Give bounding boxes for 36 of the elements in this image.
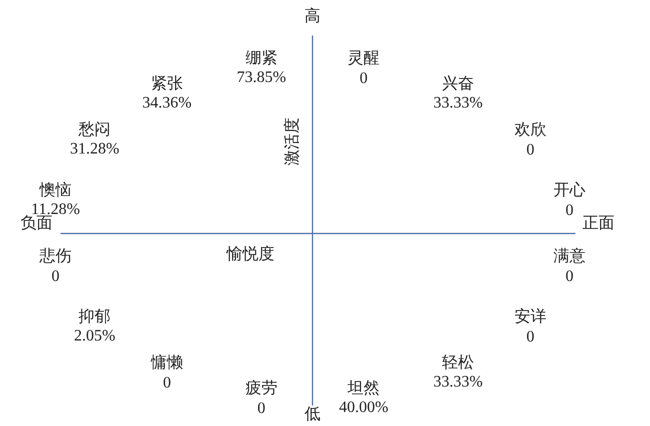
data-label: 33.33% <box>433 94 483 112</box>
data-label: 33.33% <box>433 374 483 391</box>
data-label: 0 <box>526 142 534 159</box>
category-label: 开心 <box>553 181 586 200</box>
category-label: 紧张 <box>150 74 183 92</box>
text: 正面 <box>582 215 614 232</box>
data-label: 34.36% <box>142 94 192 112</box>
category-label: 疲劳 <box>245 378 278 397</box>
data-label: 0 <box>257 400 266 417</box>
category-label: 抑郁 <box>78 308 111 326</box>
text: 激活度 <box>283 118 301 166</box>
data-label: 0 <box>162 374 171 392</box>
category-label: 悲伤 <box>38 246 72 265</box>
category-label: 绷紧 <box>245 49 278 68</box>
data-label: 40.00% <box>338 398 388 416</box>
text: 低 <box>304 406 320 423</box>
data-label: 0 <box>565 268 574 285</box>
category-label: 兴奋 <box>442 74 474 92</box>
data-label: 31.28% <box>70 140 120 158</box>
category-label: 欢欣 <box>514 122 546 139</box>
text: 愉悦度 <box>226 245 274 263</box>
data-label: 2.05% <box>74 327 116 344</box>
data-label: 0 <box>526 328 534 346</box>
data-label: 0 <box>360 70 368 88</box>
category-label: 懊恼 <box>38 181 72 200</box>
category-label: 灵醒 <box>348 50 380 68</box>
category-label: 轻松 <box>442 354 474 372</box>
text: 高 <box>304 7 320 25</box>
data-label: 0 <box>52 268 60 285</box>
data-label: 73.85% <box>236 69 286 86</box>
category-label: 愁闷 <box>78 120 111 139</box>
category-label: 安详 <box>514 307 546 326</box>
data-label: 0 <box>565 202 574 220</box>
category-label: 满意 <box>553 246 586 265</box>
category-label: 坦然 <box>346 380 380 397</box>
category-label: 慵懒 <box>150 354 183 372</box>
